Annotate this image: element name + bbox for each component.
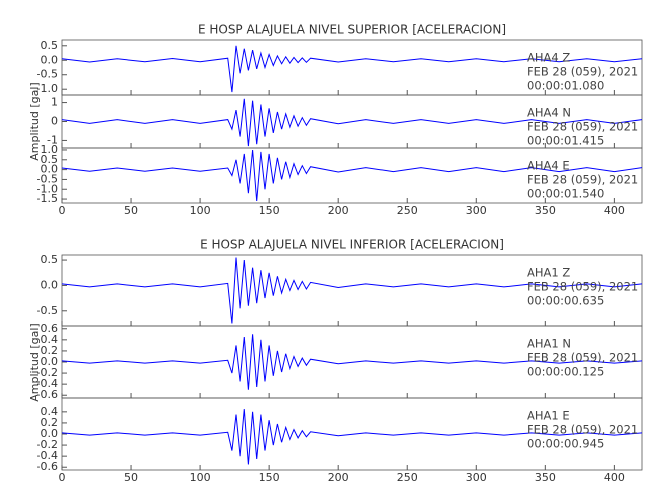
y-tick-label: 0.0 [41, 355, 59, 368]
y-tick-label: 0.0 [41, 427, 59, 440]
trace-annotation: AHA4 E [527, 159, 570, 173]
y-tick-label: -1.0 [37, 182, 58, 195]
trace-annotation: AHA4 N [527, 106, 571, 120]
x-tick-label: 50 [124, 204, 138, 217]
x-tick-label: 200 [328, 471, 349, 484]
waveform [61, 257, 643, 324]
y-tick-label: 0.5 [41, 253, 59, 266]
y-tick-label: 1 [51, 96, 58, 109]
y-tick-label: 0.5 [41, 153, 59, 166]
y-tick-label: -0.6 [37, 388, 58, 401]
x-tick-label: 150 [259, 471, 280, 484]
y-tick-label: -0.6 [37, 460, 58, 473]
y-tick-label: -1.5 [37, 192, 58, 205]
y-tick-label: 1.0 [41, 143, 59, 156]
y-axis-label: Amplitud [gal] [28, 323, 41, 401]
y-tick-label: 0.0 [41, 163, 59, 176]
trace-annotation: FEB 28 (059), 2021 [527, 65, 638, 79]
x-tick-label: 250 [397, 471, 418, 484]
y-tick-label: -0.2 [37, 366, 58, 379]
y-tick-label: 0.4 [41, 333, 59, 346]
y-tick-label: -0.5 [37, 172, 58, 185]
trace-annotation: AHA1 Z [527, 266, 570, 280]
x-tick-label: 300 [466, 471, 487, 484]
y-tick-label: -0.4 [37, 377, 58, 390]
y-axis-label: Amplitud [gal] [28, 82, 41, 160]
trace-annotation: AHA1 E [527, 409, 570, 423]
panel-title: E HOSP ALAJUELA NIVEL SUPERIOR [ACELERAC… [198, 23, 506, 37]
subplot-frame [61, 147, 643, 204]
y-tick-label: -0.5 [37, 68, 58, 81]
y-tick-label: 0.2 [41, 344, 59, 357]
trace-annotation: FEB 28 (059), 2021 [527, 423, 638, 437]
waveform [61, 149, 643, 202]
trace-annotation: FEB 28 (059), 2021 [527, 280, 638, 294]
x-tick-label: 400 [604, 471, 625, 484]
y-tick-label: -0.5 [37, 304, 58, 317]
y-tick-label: 0.2 [41, 416, 59, 429]
y-tick-label: 0.0 [41, 53, 59, 66]
y-tick-label: -0.2 [37, 438, 58, 451]
x-tick-label: 50 [124, 471, 138, 484]
trace-annotation: 00:00:01.080 [527, 79, 604, 93]
x-tick-label: 100 [190, 204, 211, 217]
x-tick-label: 0 [59, 204, 66, 217]
trace-annotation: 00:00:01.415 [527, 134, 604, 148]
y-tick-label: 0.4 [41, 405, 59, 418]
y-tick-label: 0 [51, 115, 58, 128]
x-tick-label: 0 [59, 471, 66, 484]
trace-annotation: FEB 28 (059), 2021 [527, 120, 638, 134]
panel-title: E HOSP ALAJUELA NIVEL INFERIOR [ACELERAC… [200, 238, 504, 252]
y-tick-label: 0.6 [41, 322, 59, 335]
trace-annotation: AHA4 Z [527, 51, 570, 65]
waveform [61, 409, 643, 465]
y-tick-label: 0.5 [41, 39, 59, 52]
trace-annotation: 00:00:00.945 [527, 437, 604, 451]
x-tick-label: 200 [328, 204, 349, 217]
y-tick-label: -1 [47, 133, 58, 146]
x-tick-label: 250 [397, 204, 418, 217]
x-tick-label: 100 [190, 471, 211, 484]
x-tick-label: 150 [259, 204, 280, 217]
waveform [61, 334, 643, 390]
x-tick-label: 350 [535, 471, 556, 484]
y-tick-label: -1.0 [37, 82, 58, 95]
trace-annotation: 00:00:00.125 [527, 365, 604, 379]
trace-annotation: FEB 28 (059), 2021 [527, 351, 638, 365]
y-tick-label: 0.0 [41, 278, 59, 291]
x-tick-label: 400 [604, 204, 625, 217]
waveform [61, 45, 643, 93]
trace-annotation: AHA1 N [527, 337, 571, 351]
waveform [61, 98, 643, 147]
trace-annotation: 00:00:01.540 [527, 187, 604, 201]
trace-annotation: FEB 28 (059), 2021 [527, 173, 638, 187]
y-tick-label: -0.4 [37, 449, 58, 462]
trace-annotation: 00:00:00.635 [527, 294, 604, 308]
x-tick-label: 300 [466, 204, 487, 217]
x-tick-label: 350 [535, 204, 556, 217]
